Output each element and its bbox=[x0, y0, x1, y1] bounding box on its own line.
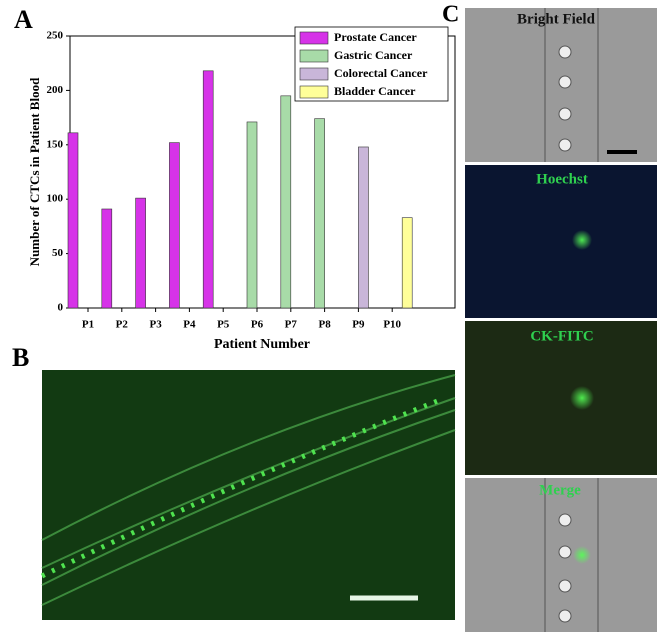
panel-label: A bbox=[14, 5, 33, 34]
x-tick-label: P3 bbox=[149, 319, 162, 331]
panel-label: C bbox=[442, 2, 459, 28]
image-label: CK-FITC bbox=[530, 328, 593, 344]
x-tick-label: P7 bbox=[285, 319, 298, 331]
x-tick-label: P6 bbox=[251, 319, 264, 331]
bar bbox=[67, 132, 79, 309]
legend-label: Bladder Cancer bbox=[334, 84, 416, 98]
image-label: Hoechst bbox=[536, 171, 588, 187]
x-tick-label: P10 bbox=[383, 319, 401, 331]
cell-signal bbox=[570, 386, 594, 410]
bright-field-image bbox=[465, 8, 657, 162]
legend-label: Gastric Cancer bbox=[334, 48, 413, 62]
hoechst-image bbox=[465, 165, 657, 318]
bar bbox=[246, 121, 258, 309]
bar bbox=[314, 118, 325, 309]
y-axis-label: Number of CTCs in Patient Blood bbox=[27, 77, 42, 266]
fitc-image bbox=[465, 321, 657, 475]
merge-image bbox=[465, 478, 657, 632]
legend-swatch bbox=[299, 49, 329, 63]
bar bbox=[280, 95, 292, 309]
y-tick-label: 50 bbox=[52, 247, 64, 259]
image-label: Merge bbox=[539, 482, 581, 498]
legend-label: Prostate Cancer bbox=[334, 30, 417, 44]
bar bbox=[358, 146, 369, 309]
fluorescence-image bbox=[40, 370, 456, 620]
cell-signal bbox=[572, 230, 592, 250]
legend-swatch bbox=[299, 85, 329, 99]
x-axis-label: Patient Number bbox=[214, 337, 310, 352]
legend-swatch bbox=[299, 67, 329, 81]
legend-swatch bbox=[299, 31, 329, 45]
bar bbox=[202, 70, 214, 309]
x-tick-label: P9 bbox=[352, 319, 365, 331]
x-tick-label: P5 bbox=[217, 319, 230, 331]
bar bbox=[169, 142, 180, 309]
bar bbox=[101, 208, 113, 309]
panel-label: B bbox=[12, 343, 29, 372]
x-tick-label: P4 bbox=[183, 319, 196, 331]
y-tick-label: 150 bbox=[47, 138, 64, 150]
y-tick-label: 200 bbox=[47, 84, 64, 96]
bar bbox=[135, 197, 146, 309]
image-label: Bright Field bbox=[517, 11, 596, 27]
y-tick-label: 250 bbox=[47, 30, 64, 42]
y-tick-label: 0 bbox=[58, 302, 64, 314]
x-tick-label: P8 bbox=[318, 319, 331, 331]
bar bbox=[401, 217, 413, 309]
x-tick-label: P2 bbox=[116, 319, 129, 331]
legend-label: Colorectal Cancer bbox=[334, 66, 428, 80]
y-tick-label: 100 bbox=[47, 193, 64, 205]
x-tick-label: P1 bbox=[82, 319, 94, 331]
